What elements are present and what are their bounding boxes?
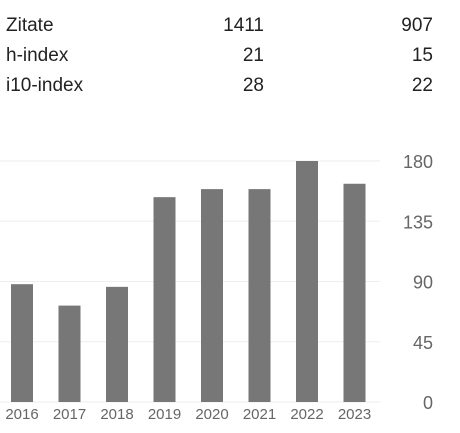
citations-recent-value: 907 bbox=[401, 15, 433, 36]
y-tick-label-0: 0 bbox=[423, 393, 433, 413]
x-tick-label-2019: 2019 bbox=[148, 406, 181, 423]
x-tick-label-2021: 2021 bbox=[243, 406, 276, 423]
x-tick-label-2018: 2018 bbox=[100, 406, 133, 423]
bar-2019[interactable] bbox=[153, 197, 176, 402]
i10-index-all-value: 28 bbox=[242, 75, 264, 96]
citation-stats-table: Zitate 1411 907 h-index 21 15 i10-index … bbox=[0, 0, 460, 110]
y-tick-label-45: 45 bbox=[413, 333, 433, 353]
citations-all-value: 1411 bbox=[223, 15, 264, 36]
h-index-recent-value: 15 bbox=[411, 45, 433, 66]
y-tick-label-135: 135 bbox=[403, 212, 433, 232]
h-index-all-value: 21 bbox=[242, 45, 264, 66]
x-tick-label-2023: 2023 bbox=[338, 406, 371, 423]
bar-2020[interactable] bbox=[201, 189, 223, 402]
x-tick-label-2022: 2022 bbox=[290, 406, 323, 423]
bar-2021[interactable] bbox=[248, 189, 271, 402]
stats-row-i10-index: i10-index 28 22 bbox=[0, 71, 460, 101]
y-tick-label-90: 90 bbox=[413, 273, 433, 293]
bar-2018[interactable] bbox=[106, 286, 128, 402]
bar-2022[interactable] bbox=[296, 161, 318, 402]
i10-index-recent-value: 22 bbox=[411, 75, 433, 96]
i10-index-label[interactable]: i10-index bbox=[6, 75, 84, 96]
x-tick-label-2016: 2016 bbox=[5, 406, 38, 423]
stats-row-citations: Zitate 1411 907 bbox=[0, 11, 460, 41]
x-tick-label-2020: 2020 bbox=[195, 406, 228, 423]
x-tick-label-2017: 2017 bbox=[53, 406, 86, 423]
bar-2016[interactable] bbox=[11, 284, 33, 402]
h-index-label[interactable]: h-index bbox=[6, 45, 69, 66]
citations-label[interactable]: Zitate bbox=[6, 15, 54, 36]
bar-2023[interactable] bbox=[343, 183, 366, 402]
stats-row-h-index: h-index 21 15 bbox=[0, 41, 460, 71]
y-tick-label-180: 180 bbox=[403, 152, 433, 172]
bar-2017[interactable] bbox=[58, 305, 81, 402]
